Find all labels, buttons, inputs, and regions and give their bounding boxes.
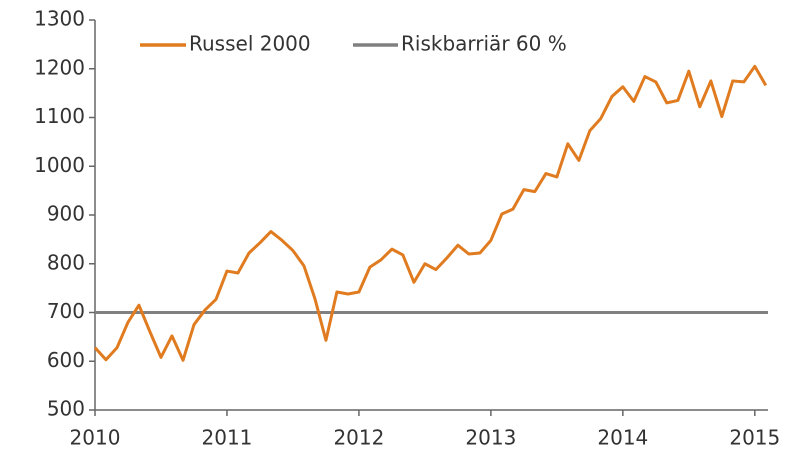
y-tick-label: 700	[47, 299, 85, 323]
x-tick-label: 2014	[597, 426, 648, 450]
y-tick-label: 1200	[34, 55, 85, 79]
y-tick-label: 800	[47, 250, 85, 274]
x-tick-label: 2012	[333, 426, 384, 450]
series-line	[93, 64, 768, 362]
x-tick-label: 2011	[202, 426, 253, 450]
legend-label: Russel 2000	[189, 32, 311, 56]
x-tick-label: 2010	[70, 426, 121, 450]
x-tick-label: 2015	[729, 426, 780, 450]
y-tick-label: 900	[47, 202, 85, 226]
y-tick-label: 600	[47, 348, 85, 372]
y-tick-label: 1000	[34, 153, 85, 177]
y-tick-label: 500	[47, 397, 85, 421]
legend-label: Riskbarriär 60 %	[401, 32, 567, 56]
y-tick-label: 1100	[34, 104, 85, 128]
x-tick-label: 2013	[465, 426, 516, 450]
y-tick-label: 1300	[34, 7, 85, 31]
